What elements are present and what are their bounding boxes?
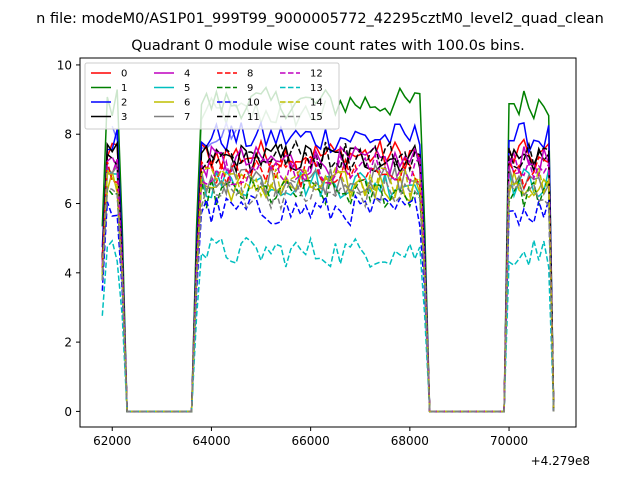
y-tick-label: 2 [64,336,72,350]
series-line-14 [101,166,555,413]
legend-label-9: 9 [247,83,253,94]
legend-label-5: 5 [184,83,190,94]
legend-label-0: 0 [121,69,127,80]
legend-label-8: 8 [247,69,253,80]
legend-label-3: 3 [121,112,127,123]
legend-label-2: 2 [121,98,127,109]
figure-suptitle: n file: modeM0/AS1P01_999T99_9000005772_… [36,11,604,27]
x-tick-label: 62000 [93,434,131,448]
x-tick-label: 66000 [292,434,330,448]
x-axis: 62000 64000 66000 68000 70000 [93,427,528,448]
series-line-15 [101,176,555,413]
legend-label-4: 4 [184,69,190,80]
y-tick-label: 10 [57,58,72,72]
legend-label-13: 13 [310,83,323,94]
legend-label-6: 6 [184,98,190,109]
series-lines [101,86,555,413]
y-tick-label: 4 [64,266,72,280]
legend-label-12: 12 [310,69,323,80]
y-tick-label: 0 [64,405,72,419]
legend-label-11: 11 [247,112,260,123]
legend-label-10: 10 [247,98,260,109]
legend-label-14: 14 [310,98,323,109]
axes-frame [79,57,577,428]
y-tick-label: 8 [64,128,72,142]
legend-label-15: 15 [310,112,323,123]
legend-label-7: 7 [184,112,190,123]
x-tick-label: 70000 [490,434,528,448]
chart-title: Quadrant 0 module wise count rates with … [131,38,525,54]
x-tick-label: 64000 [192,434,230,448]
y-tick-label: 6 [64,197,72,211]
legend-label-1: 1 [121,83,127,94]
x-offset-label: +4.279e8 [531,454,590,468]
x-tick-label: 68000 [391,434,429,448]
legend-box [84,62,340,130]
y-axis: 0 2 4 6 8 10 [57,58,80,419]
